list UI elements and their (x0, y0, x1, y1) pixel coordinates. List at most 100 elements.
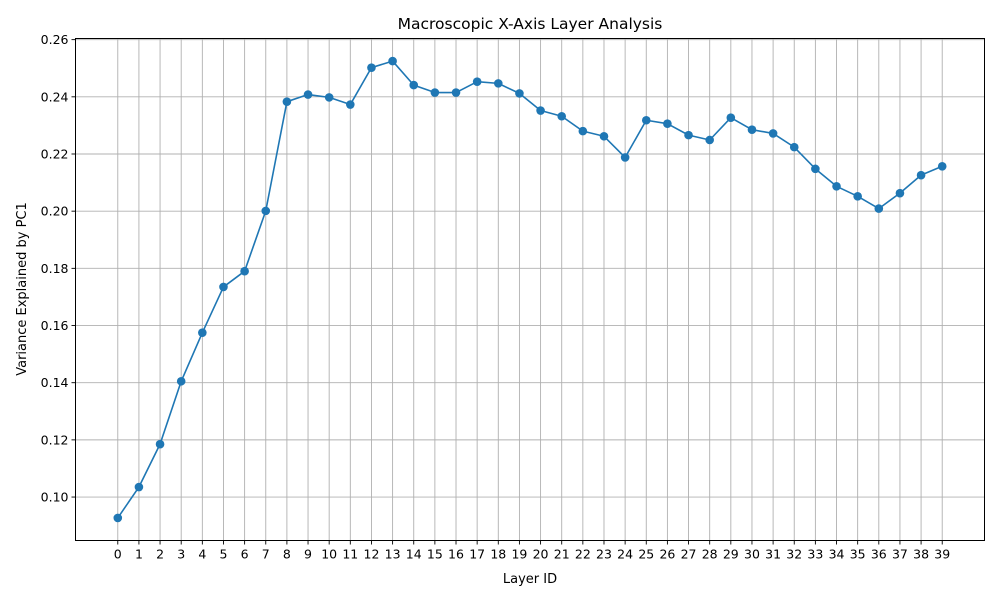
data-point (430, 88, 440, 97)
data-point (853, 192, 862, 201)
plot-frame (75, 38, 985, 541)
y-axis-ticks: 0.10 0.12 0.14 0.16 0.18 0.20 0.22 0.24 0.26 (41, 32, 76, 505)
data-point (641, 115, 651, 125)
data-point (346, 100, 355, 109)
x-tick-label: 17 (469, 547, 485, 562)
data-point (557, 111, 567, 121)
x-tick-label: 8 (283, 547, 291, 562)
data-point (599, 131, 609, 141)
data-point (303, 90, 313, 99)
data-point (324, 93, 334, 102)
x-tick-label: 23 (596, 547, 612, 562)
x-tick-label: 5 (220, 547, 228, 562)
data-point (578, 126, 588, 136)
x-tick-label: 31 (765, 547, 781, 562)
data-point (726, 113, 736, 122)
y-tick-label: 0.14 (41, 375, 69, 390)
y-axis-label: Variance Explained by PC1 (15, 202, 30, 376)
data-point (388, 56, 397, 66)
y-tick-label: 0.10 (41, 490, 69, 505)
y-tick-label: 0.24 (41, 89, 69, 104)
data-point (515, 89, 524, 98)
x-tick-label: 15 (427, 547, 443, 562)
x-tick-label: 25 (638, 547, 654, 562)
x-tick-label: 33 (807, 547, 823, 562)
x-axis-ticks: 0 1 2 3 4 5 6 7 8 9 10 11 12 13 14 15 16 17 18 19 20 21 22 23 24… (114, 540, 950, 562)
data-point (620, 153, 630, 162)
data-point (176, 376, 186, 386)
x-tick-label: 27 (681, 547, 697, 562)
data-point (472, 77, 482, 86)
x-tick-label: 21 (554, 547, 570, 562)
x-tick-label: 14 (406, 547, 422, 562)
data-point (747, 125, 757, 134)
data-point (536, 106, 545, 115)
x-tick-label: 32 (786, 547, 802, 562)
data-point (261, 206, 271, 216)
data-point (134, 482, 144, 492)
data-point (916, 170, 926, 180)
x-tick-label: 19 (511, 547, 527, 562)
x-tick-label: 39 (934, 547, 950, 562)
x-tick-label: 13 (385, 547, 401, 562)
data-series (113, 56, 947, 523)
data-point (811, 164, 820, 174)
data-point (493, 79, 503, 88)
data-point (219, 282, 228, 292)
x-tick-label: 12 (364, 547, 380, 562)
y-tick-label: 0.12 (41, 432, 69, 447)
chart-title: Macroscopic X-Axis Layer Analysis (398, 15, 663, 33)
x-tick-label: 9 (304, 547, 312, 562)
y-tick-label: 0.16 (41, 318, 69, 333)
x-tick-label: 35 (850, 547, 866, 562)
x-tick-label: 22 (575, 547, 591, 562)
x-tick-label: 16 (448, 547, 464, 562)
x-tick-label: 38 (913, 547, 929, 562)
x-tick-label: 3 (177, 547, 185, 562)
data-point (768, 129, 778, 138)
y-tick-label: 0.26 (41, 32, 69, 47)
x-tick-label: 6 (241, 547, 249, 562)
data-point (705, 135, 714, 145)
x-tick-label: 20 (533, 547, 549, 562)
x-tick-label: 7 (262, 547, 270, 562)
data-point (832, 181, 841, 191)
data-point (874, 204, 884, 213)
data-point (895, 188, 905, 198)
x-tick-label: 0 (114, 547, 122, 562)
y-tick-label: 0.20 (41, 204, 69, 219)
y-tick-label: 0.18 (41, 261, 69, 276)
x-tick-label: 18 (490, 547, 506, 562)
x-axis-label: Layer ID (503, 572, 557, 587)
data-point (684, 130, 693, 140)
x-tick-label: 10 (321, 547, 337, 562)
x-tick-label: 11 (342, 547, 358, 562)
data-point (663, 119, 672, 128)
x-tick-label: 2 (156, 547, 164, 562)
x-tick-label: 34 (829, 547, 845, 562)
data-point (113, 513, 123, 523)
data-point (409, 80, 419, 90)
x-tick-label: 26 (659, 547, 675, 562)
x-tick-label: 28 (702, 547, 718, 562)
data-point (367, 63, 376, 72)
data-point (282, 97, 292, 106)
data-point (240, 266, 249, 276)
x-tick-label: 24 (617, 547, 633, 562)
x-tick-label: 4 (198, 547, 206, 562)
data-point (198, 328, 207, 337)
x-tick-label: 1 (135, 547, 143, 562)
data-point (155, 439, 165, 449)
x-tick-label: 30 (744, 547, 760, 562)
grid-lines (75, 38, 985, 541)
data-point (451, 88, 461, 97)
series-line (117, 60, 943, 519)
data-point (937, 161, 947, 171)
x-tick-label: 29 (723, 547, 739, 562)
x-tick-label: 36 (871, 547, 887, 562)
x-tick-label: 37 (892, 547, 908, 562)
data-point (789, 142, 799, 152)
